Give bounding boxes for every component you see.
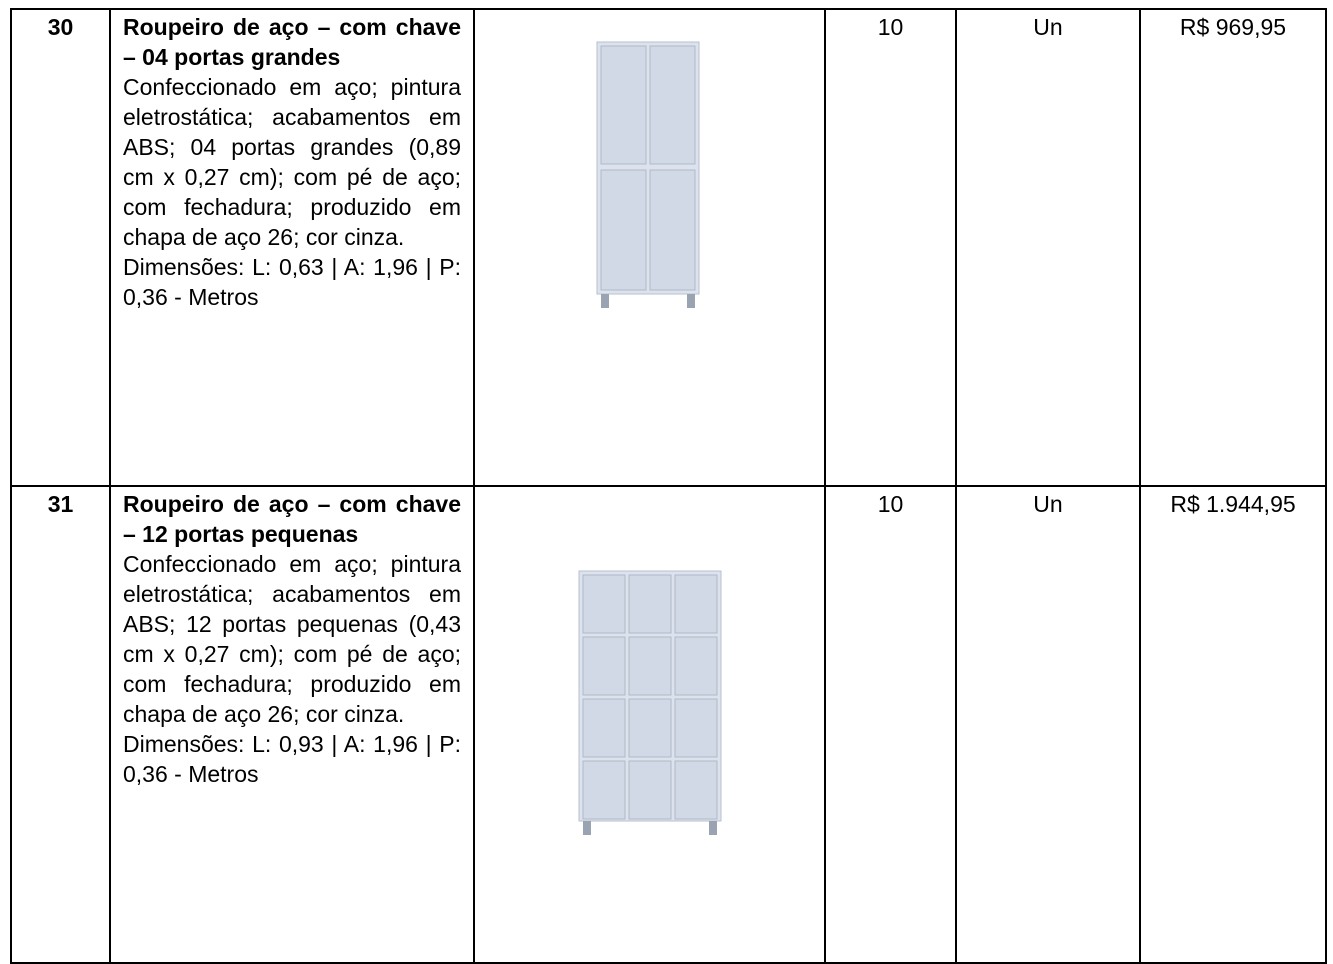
quantity: 10	[824, 485, 957, 964]
unit: Un	[955, 8, 1141, 487]
description-cell: Roupeiro de aço – com chave – 12 portas …	[109, 485, 475, 964]
price: R$ 1.944,95	[1139, 485, 1327, 964]
item-description: Confeccionado em aço; pintura eletrostát…	[123, 551, 461, 727]
item-title: Roupeiro de aço – com chave – 12 portas …	[123, 491, 461, 547]
item-description: Confeccionado em aço; pintura eletrostát…	[123, 74, 461, 250]
quantity: 10	[824, 8, 957, 487]
item-title: Roupeiro de aço – com chave – 04 portas …	[123, 14, 461, 70]
table-row: 31 Roupeiro de aço – com chave – 12 port…	[10, 485, 1327, 964]
image-cell	[473, 8, 826, 487]
description-cell: Roupeiro de aço – com chave – 04 portas …	[109, 8, 475, 487]
locker-image	[578, 570, 722, 835]
item-number: 31	[10, 485, 111, 964]
product-table: 30 Roupeiro de aço – com chave – 04 port…	[10, 8, 1327, 964]
price: R$ 969,95	[1139, 8, 1327, 487]
item-number: 30	[10, 8, 111, 487]
image-cell	[473, 485, 826, 964]
item-dimensions: Dimensões: L: 0,63 | A: 1,96 | P: 0,36 -…	[123, 254, 461, 310]
table-row: 30 Roupeiro de aço – com chave – 04 port…	[10, 8, 1327, 487]
item-dimensions: Dimensões: L: 0,93 | A: 1,96 | P: 0,36 -…	[123, 731, 461, 787]
locker-image	[596, 41, 700, 308]
unit: Un	[955, 485, 1141, 964]
